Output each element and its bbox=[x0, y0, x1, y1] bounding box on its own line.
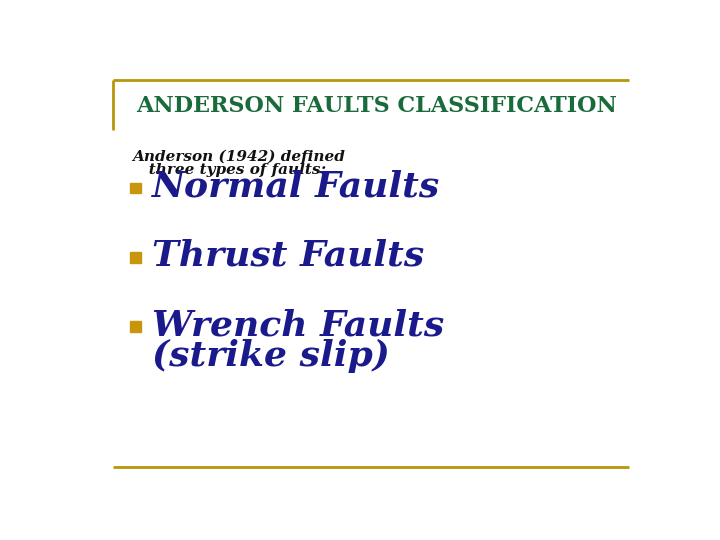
Text: (strike slip): (strike slip) bbox=[152, 339, 390, 373]
Text: Thrust Faults: Thrust Faults bbox=[152, 239, 424, 273]
Text: ANDERSON FAULTS CLASSIFICATION: ANDERSON FAULTS CLASSIFICATION bbox=[136, 94, 617, 117]
FancyBboxPatch shape bbox=[130, 321, 141, 332]
FancyBboxPatch shape bbox=[130, 183, 141, 193]
Text: Wrench Faults: Wrench Faults bbox=[152, 308, 444, 342]
Text: three types of faults:: three types of faults: bbox=[132, 164, 325, 177]
Text: Anderson (1942) defined: Anderson (1942) defined bbox=[132, 150, 346, 164]
FancyBboxPatch shape bbox=[130, 252, 141, 262]
Text: Normal Faults: Normal Faults bbox=[152, 170, 440, 204]
